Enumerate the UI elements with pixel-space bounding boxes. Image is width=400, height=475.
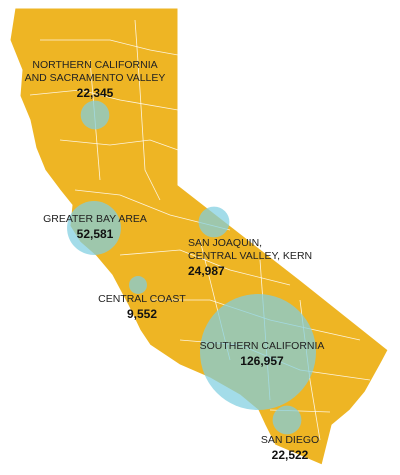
region-value: 52,581 — [77, 227, 114, 241]
region-name: AND SACRAMENTO VALLEY — [25, 72, 166, 84]
region-name: CENTRAL VALLEY, KERN — [188, 250, 312, 262]
region-bubble — [129, 276, 147, 294]
region-value: 24,987 — [188, 264, 225, 278]
region-value: 126,957 — [240, 354, 284, 368]
region-bubble — [200, 294, 316, 410]
region-value: 9,552 — [127, 307, 157, 321]
region-name: SAN JOAQUIN, — [188, 237, 262, 249]
region-name: SOUTHERN CALIFORNIA — [200, 340, 325, 352]
region-bubble — [198, 206, 230, 238]
region-name: GREATER BAY AREA — [43, 213, 147, 225]
region-name: CENTRAL COAST — [98, 293, 186, 305]
region-value: 22,522 — [272, 448, 309, 462]
region-bubble — [272, 405, 302, 435]
region-name: SAN DIEGO — [261, 434, 319, 446]
region-bubble — [80, 100, 110, 130]
region-name: NORTHERN CALIFORNIA — [32, 59, 157, 71]
region-bubble — [67, 201, 121, 255]
region-value: 22,345 — [77, 86, 114, 100]
